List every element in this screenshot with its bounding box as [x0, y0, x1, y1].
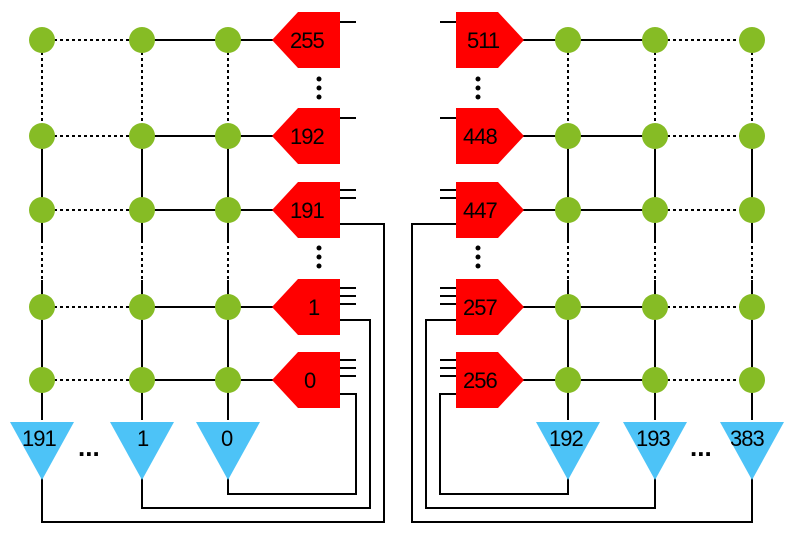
mesh-node [215, 294, 241, 320]
blue-port-shape [196, 422, 260, 480]
red-port-label: 191 [290, 198, 324, 223]
blue-port-label: 193 [636, 426, 670, 451]
mesh-node [215, 27, 241, 53]
red-port-shape [272, 182, 340, 238]
blue-port-label: 1 [137, 426, 149, 451]
mesh-node [129, 294, 155, 320]
red-port-label: 447 [463, 198, 497, 223]
red-port-label: 511 [467, 28, 500, 53]
blue-port-ellipsis: ... [690, 432, 712, 462]
mesh-node [555, 367, 581, 393]
right-wrap-wire [411, 223, 753, 523]
red-port-shape [272, 12, 340, 68]
mesh-node [29, 27, 55, 53]
red-port-shape [272, 279, 340, 335]
mesh-node [642, 367, 668, 393]
mesh-node [129, 367, 155, 393]
red-port-label: 256 [463, 368, 497, 393]
mesh-node [215, 367, 241, 393]
red-port-shape [456, 108, 524, 164]
mesh-node [642, 197, 668, 223]
mesh-node [29, 367, 55, 393]
red-port-shape [456, 352, 524, 408]
red-port-label: 448 [463, 124, 497, 149]
mesh-node [642, 27, 668, 53]
mesh-node [215, 197, 241, 223]
right-wrap-wire [425, 319, 656, 509]
red-port-label: 192 [290, 124, 324, 149]
mesh-node [555, 197, 581, 223]
mesh-node [739, 197, 765, 223]
blue-port-label: 0 [221, 426, 233, 451]
mesh-node [129, 197, 155, 223]
red-port-shape [456, 12, 524, 68]
left-wrap-wire [141, 319, 371, 509]
red-port-label: 1 [308, 295, 320, 320]
red-port-shape [272, 108, 340, 164]
mesh-node [29, 197, 55, 223]
mesh-node [29, 294, 55, 320]
right-nodes [555, 27, 765, 393]
red-port-label: 0 [304, 368, 316, 393]
left-wrap-wire [227, 393, 357, 495]
red-port-shape [272, 352, 340, 408]
right-wrap-wire [439, 393, 569, 495]
mesh-node [739, 367, 765, 393]
right-blue-ports [536, 422, 784, 480]
blue-port-shape [720, 422, 784, 480]
blue-port-label: 383 [730, 426, 764, 451]
left-blue-ports [10, 422, 260, 480]
mesh-node [555, 294, 581, 320]
red-port-label: 257 [463, 295, 497, 320]
left-wrap-wire [41, 223, 385, 523]
left-mesh [41, 21, 385, 523]
mesh-node [129, 123, 155, 149]
mesh-node [215, 123, 241, 149]
blue-port-shape [536, 422, 600, 480]
red-port-shape [456, 182, 524, 238]
mesh-node [129, 27, 155, 53]
left-red-ports [272, 12, 340, 408]
right-red-ports [456, 12, 524, 408]
blue-port-ellipsis: ... [78, 432, 100, 462]
mesh-node [555, 123, 581, 149]
mesh-node [642, 294, 668, 320]
mesh-node [739, 123, 765, 149]
blue-port-label: 191 [22, 426, 56, 451]
mesh-node [739, 27, 765, 53]
mesh-node [739, 294, 765, 320]
left-port-ellipsis [316, 76, 322, 269]
red-port-label: 255 [290, 28, 324, 53]
blue-port-label: 192 [549, 426, 583, 451]
mesh-node [555, 27, 581, 53]
red-port-shape [456, 279, 524, 335]
blue-port-shape [10, 422, 74, 480]
mesh-node [642, 123, 668, 149]
left-nodes [29, 27, 241, 393]
blue-port-shape [110, 422, 174, 480]
blue-port-shape [623, 422, 687, 480]
mesh-node [29, 123, 55, 149]
right-port-ellipsis [475, 76, 481, 269]
